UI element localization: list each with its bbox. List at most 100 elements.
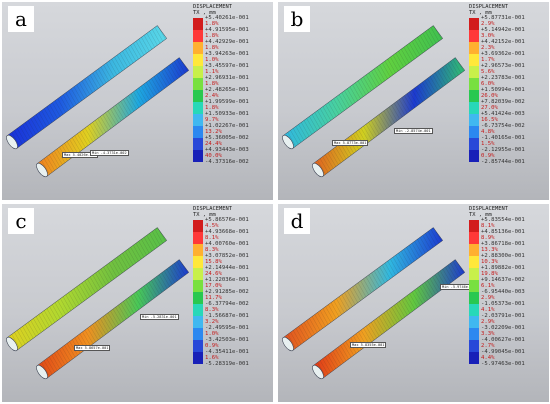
- legend-percent: 8.3%: [205, 247, 219, 253]
- legend-row: -1.56687e-001 3.2%: [193, 313, 272, 328]
- legend-percent: 1.6%: [205, 355, 219, 361]
- legend-boundary-value: -5.97463e-001: [481, 361, 525, 367]
- color-legend: +5.83554e-001 8.1% +4.85136e-001 8.9% +3.867…: [469, 217, 548, 367]
- legend-swatch: [469, 42, 479, 54]
- max-probe-label: Max 5.8657e-001: [74, 345, 111, 351]
- legend-percent: 8.1%: [481, 223, 495, 229]
- legend-boundary-value: -2.12955e-001: [481, 147, 525, 153]
- legend-boundary-value: +5.14942e-001: [481, 27, 525, 33]
- legend-swatch: [193, 316, 203, 328]
- legend-boundary-value: -1.05373e-001: [481, 301, 525, 307]
- color-legend: +5.86576e-001 4.5% +4.93668e-001 8.1% +4.007…: [193, 217, 272, 367]
- legend-row: -3.02209e-001 3.3%: [469, 325, 548, 340]
- upper-tube-end-cap: [6, 336, 18, 352]
- result-viewport-c[interactable]: c Max 5.8657e-001 Min -5.2831e-001 DISPLACE…: [2, 204, 273, 402]
- legend-boundary-value: +2.91285e-002: [205, 289, 249, 295]
- result-viewport-a[interactable]: a Max 5.4026e-001 Min -4.3731e-002 DISPLACE…: [2, 2, 273, 200]
- legend-boundary-value: +3.07852e-001: [205, 253, 249, 259]
- legend-boundary-value: -3.02209e-001: [481, 325, 525, 331]
- legend-row: +3.94263e-001 1.0%: [193, 51, 272, 66]
- legend-boundary-value: +4.00760e-001: [205, 241, 249, 247]
- legend-percent: 13.3%: [481, 247, 498, 253]
- legend-boundary-value: +5.40261e-001: [205, 15, 249, 21]
- legend-row: +4.91595e-001 1.8%: [193, 27, 272, 42]
- legend-boundary-value: +2.48265e-001: [205, 87, 249, 93]
- legend-swatch: [193, 42, 203, 54]
- legend-percent: 24.6%: [205, 271, 222, 277]
- model-scene[interactable]: [278, 2, 468, 200]
- legend-boundary-value: -3.42503e-001: [205, 337, 249, 343]
- legend-percent: 10.3%: [481, 259, 498, 265]
- model-scene[interactable]: [2, 2, 192, 200]
- legend-boundary-value: -6.95440e-003: [481, 289, 525, 295]
- legend-boundary-value: -5.28319e-001: [205, 361, 249, 367]
- legend-row: +3.86718e-001 13.3%: [469, 241, 548, 256]
- legend-percent: 1.8%: [205, 33, 219, 39]
- legend-header: DISPLACEMENT TX , mm: [469, 206, 508, 218]
- legend-row: -2.03791e-001 2.9%: [469, 313, 548, 328]
- legend-row: +2.14944e-001 24.6%: [193, 265, 272, 280]
- model-scene[interactable]: [278, 204, 468, 402]
- lower-tube-end-cap: [36, 162, 48, 178]
- legend-swatch: [193, 150, 203, 162]
- legend-swatch: [469, 66, 479, 78]
- legend-percent: 27.0%: [481, 105, 498, 111]
- legend-boundary-value: +3.86718e-001: [481, 241, 525, 247]
- legend-swatch: [469, 352, 479, 364]
- result-viewport-b[interactable]: b Max 5.8773e-001 Min -2.8574e-001 DISPLACE…: [278, 2, 549, 200]
- result-viewport-d[interactable]: d Max 5.8355e-001 Min -5.9746e-001 DISPLACE…: [278, 204, 549, 402]
- legend-percent: 4.4%: [481, 355, 495, 361]
- legend-swatch: [469, 316, 479, 328]
- color-legend: +5.40261e-001 1.8% +4.91595e-001 1.8% +4.429…: [193, 15, 272, 165]
- legend-percent: 15.8%: [205, 259, 222, 265]
- upper-tube-mesh: [287, 25, 442, 147]
- legend-swatch: [193, 304, 203, 316]
- legend-units: TX , mm: [193, 10, 216, 16]
- legend-swatch: [469, 244, 479, 256]
- legend-boundary-value: +1.99599e-001: [205, 99, 249, 105]
- legend-boundary-value: +2.23783e-001: [481, 75, 525, 81]
- panel-label: a: [8, 6, 34, 32]
- min-probe-label: Min -4.3731e-002: [90, 150, 129, 156]
- legend-row: +4.93668e-001 8.1%: [193, 229, 272, 244]
- legend-percent: 24.4%: [205, 141, 222, 147]
- legend-boundary-value: +5.86576e-001: [205, 217, 249, 223]
- legend-swatch: [469, 292, 479, 304]
- legend-swatch: [193, 18, 203, 30]
- legend-percent: 2.9%: [481, 21, 495, 27]
- legend-units: TX , mm: [469, 212, 492, 218]
- legend-swatch: [469, 102, 479, 114]
- legend-percent: 8.3%: [205, 307, 219, 313]
- legend-swatch: [193, 292, 203, 304]
- legend-row: +5.36005e-002 24.4%: [193, 135, 272, 150]
- legend-boundary-value: -2.03791e-001: [481, 313, 525, 319]
- legend-row: +7.82039e-002 27.0%: [469, 99, 548, 114]
- legend-row: +2.48265e-001 2.4%: [193, 87, 272, 102]
- legend-row: -1.05373e-001 4.1%: [469, 301, 548, 316]
- upper-tube-mesh: [11, 25, 166, 147]
- legend-swatch: [193, 102, 203, 114]
- legend-swatch: [469, 280, 479, 292]
- legend-boundary-value: +3.69362e-001: [481, 51, 525, 57]
- legend-row: +2.91285e-002 11.7%: [193, 289, 272, 304]
- upper-tube-end-cap: [282, 336, 294, 352]
- legend-boundary-value: -4.35411e-001: [205, 349, 249, 355]
- legend-percent: 8.1%: [205, 235, 219, 241]
- legend-swatch: [193, 328, 203, 340]
- legend-boundary-value: +1.50994e-001: [481, 87, 525, 93]
- legend-boundary-value: +9.14637e-002: [481, 277, 525, 283]
- legend-boundary-value: +4.93668e-001: [205, 229, 249, 235]
- legend-boundary-value: +2.14944e-001: [205, 265, 249, 271]
- legend-row: +4.93443e-003 40.0%: [193, 147, 272, 162]
- legend-units: TX , mm: [469, 10, 492, 16]
- legend-swatch: [469, 232, 479, 244]
- legend-percent: 2.3%: [481, 45, 495, 51]
- legend-boundary-value: +5.36005e-002: [205, 135, 249, 141]
- upper-tube-mesh: [11, 227, 166, 349]
- legend-swatch: [469, 256, 479, 268]
- legend-percent: 5.6%: [481, 69, 495, 75]
- legend-swatch: [193, 30, 203, 42]
- legend-row: +1.99599e-001 1.8%: [193, 99, 272, 114]
- legend-boundary-value: +4.93443e-003: [205, 147, 249, 153]
- legend-row: +4.00760e-001 8.3%: [193, 241, 272, 256]
